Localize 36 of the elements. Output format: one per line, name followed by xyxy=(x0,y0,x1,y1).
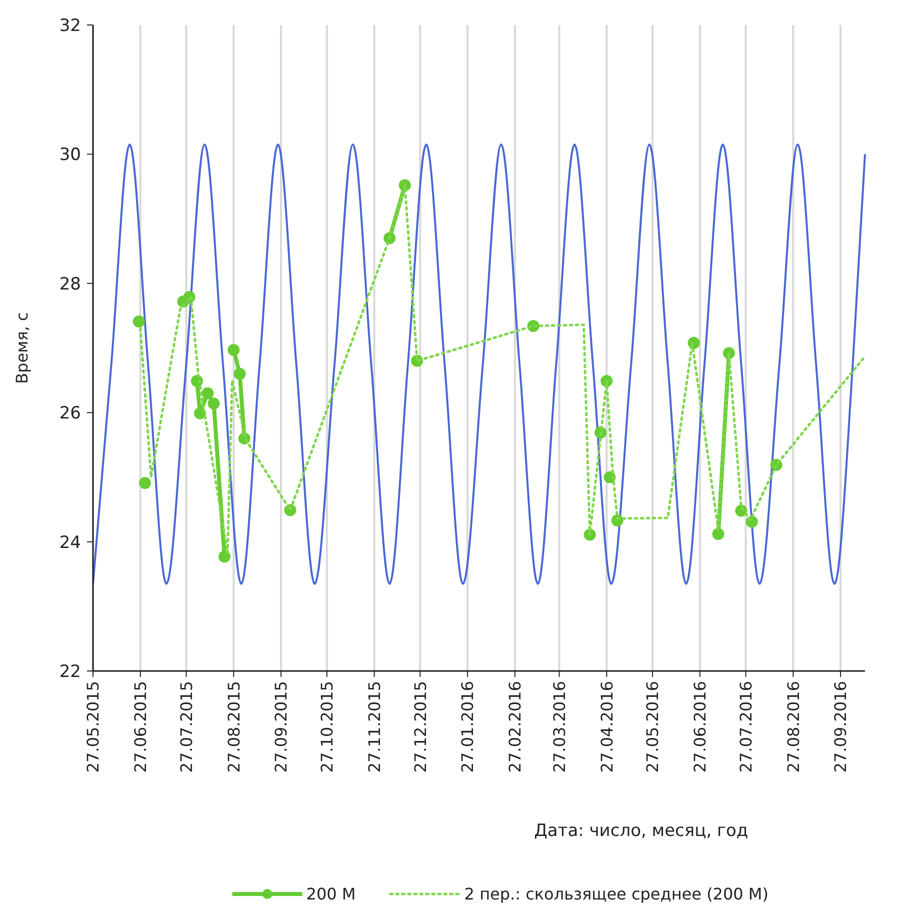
x-tick-label: 27.03.2016 xyxy=(550,681,569,773)
legend-label: 2 пер.: скользящее среднее (200 М) xyxy=(464,884,768,904)
x-tick-label: 27.05.2016 xyxy=(643,681,662,773)
point xyxy=(132,316,145,328)
point xyxy=(208,398,220,410)
point xyxy=(202,387,214,400)
point xyxy=(218,550,230,563)
x-tick-label: 27.08.2016 xyxy=(784,681,803,773)
point xyxy=(234,368,246,380)
x-tick-label: 27.12.2015 xyxy=(410,681,430,773)
x-tick-label: 27.07.2015 xyxy=(176,681,196,773)
x-tick-label: 27.01.2016 xyxy=(458,681,478,773)
point xyxy=(138,477,151,490)
y-tick-label: 28 xyxy=(59,274,81,294)
y-tick-label: 26 xyxy=(59,404,81,424)
point xyxy=(712,528,724,540)
x-tick-label: 27.05.2015 xyxy=(84,681,103,773)
y-tick-label: 30 xyxy=(59,145,81,166)
line-series xyxy=(93,144,866,585)
y-tick-label: 32 xyxy=(59,16,81,36)
point xyxy=(228,344,240,356)
x-tick-label: 27.06.2016 xyxy=(690,681,710,773)
x-tick-label: 27.09.2015 xyxy=(272,681,291,773)
x-tick-label: 27.04.2016 xyxy=(597,681,616,773)
x-tick-label: 27.02.2016 xyxy=(506,681,525,773)
x-tick-label: 27.10.2015 xyxy=(317,681,336,773)
y-axis-title: Время, с xyxy=(12,312,32,384)
y-tick-label: 24 xyxy=(59,532,81,553)
x-tick-label: 27.07.2016 xyxy=(736,681,756,773)
x-tick-label: 27.09.2016 xyxy=(831,681,850,773)
x-tick-label: 27.06.2015 xyxy=(130,681,150,773)
legend-label: 200 М xyxy=(306,884,356,904)
x-axis-title: Дата: число, месяц, год xyxy=(534,821,748,841)
x-tick-label: 27.08.2015 xyxy=(224,681,244,773)
x-tick-label: 27.11.2015 xyxy=(364,681,384,773)
y-tick-label: 22 xyxy=(59,662,81,682)
